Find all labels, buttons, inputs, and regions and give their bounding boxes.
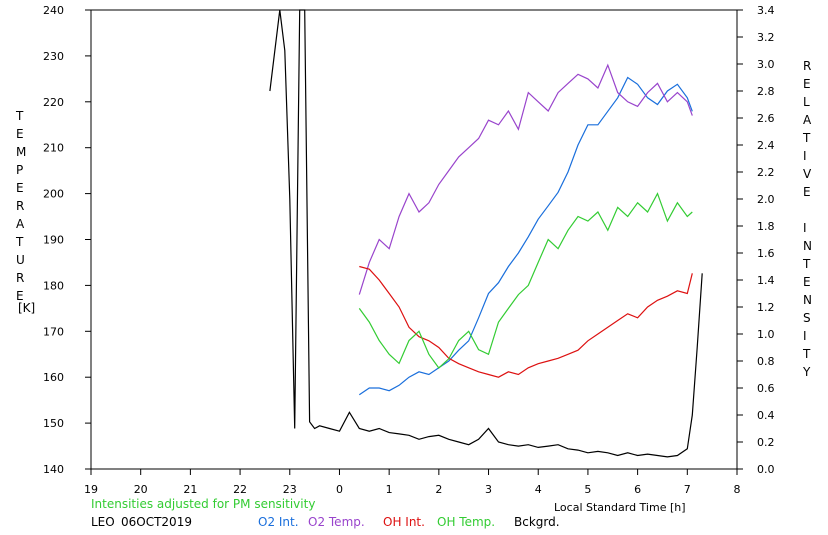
right-axis-letter: S [803,311,811,325]
right-tick-label: 3.2 [757,31,775,44]
left-tick-label: 140 [43,463,64,476]
right-axis-letter: R [803,59,811,73]
right-tick-label: 2.8 [757,85,775,98]
left-axis-letter: E [16,289,24,303]
right-tick-label: 0.8 [757,355,775,368]
x-tick-label: 0 [336,483,343,496]
left-tick-label: 160 [43,371,64,384]
left-axis-letter: T [15,235,24,249]
right-axis-letter: E [803,77,811,91]
x-tick-label: 5 [584,483,591,496]
x-tick-label: 3 [485,483,492,496]
right-axis-letter: V [803,167,812,181]
legend: O2 Int. O2 Temp. OH Int. OH Temp. Bckgrd. [258,515,560,529]
x-tick-label: 20 [134,483,148,496]
left-axis-letter: E [16,181,24,195]
x-tick-label: 21 [183,483,197,496]
series-layer [269,9,703,458]
right-tick-label: 1.8 [757,220,775,233]
left-axis-unit: [K] [18,301,35,315]
left-tick-label: 220 [43,96,64,109]
legend-item: OH Temp. [437,515,495,529]
right-tick-label: 3.0 [757,58,775,71]
left-axis-letter: P [16,163,23,177]
series-bckgrd [269,9,703,458]
station-label: LEO [91,515,115,529]
left-tick-label: 170 [43,325,64,338]
right-axis-ticks: 0.0 0.2 0.4 0.6 0.8 1.0 1.2 1.4 1.6 1.8 2.0 2.2 2.4 2… [737,4,775,476]
left-axis-letter: T [15,109,24,123]
right-tick-label: 2.4 [757,139,775,152]
right-tick-label: 1.6 [757,247,775,260]
date-label: 06OCT2019 [121,515,192,529]
right-tick-label: 0.2 [757,436,775,449]
left-axis-letter: R [16,199,24,213]
right-tick-label: 0.4 [757,409,775,422]
x-tick-label: 6 [634,483,641,496]
right-tick-label: 2.6 [757,112,775,125]
series-oh-int [359,265,693,378]
legend-item: Bckgrd. [514,515,560,529]
legend-item: O2 Int. [258,515,299,529]
x-tick-label: 22 [233,483,247,496]
right-tick-label: 3.4 [757,4,775,17]
left-axis-ticks: 140 150 160 170 180 190 200 210 220 230 240 [43,4,91,476]
x-tick-label: 2 [435,483,442,496]
adjustment-note: Intensities adjusted for PM sensitivity [91,497,315,511]
right-tick-label: 1.4 [757,274,775,287]
x-tick-label: 4 [535,483,542,496]
right-axis-letter: T [802,347,811,361]
left-tick-label: 210 [43,142,64,155]
right-axis-letter: Y [802,365,811,379]
right-tick-label: 1.0 [757,328,775,341]
right-axis-letter: E [803,275,811,289]
right-axis-letter: L [803,95,810,109]
left-tick-label: 180 [43,279,64,292]
right-axis-letter: I [803,149,807,163]
left-axis-letter: U [16,253,25,267]
x-tick-label: 23 [283,483,297,496]
x-tick-label: 7 [684,483,691,496]
left-axis-letter: M [16,145,26,159]
right-tick-label: 1.2 [757,301,775,314]
left-axis-letter: A [16,217,25,231]
right-axis-letter: T [802,131,811,145]
series-o2-temp [358,63,693,295]
right-tick-label: 0.0 [757,463,775,476]
left-tick-label: 230 [43,50,64,63]
right-axis-letter: T [802,257,811,271]
right-axis-letter: I [803,329,807,343]
left-axis-letter: R [16,271,24,285]
series-oh-temp [358,192,693,369]
left-tick-label: 200 [43,188,64,201]
right-tick-label: 2.2 [757,166,775,179]
left-tick-label: 150 [43,417,64,430]
right-tick-label: 0.6 [757,382,775,395]
left-axis-letter: E [16,127,24,141]
right-axis-letter: N [803,239,812,253]
right-tick-label: 2.0 [757,193,775,206]
series-o2-int [358,76,693,396]
legend-item: OH Int. [383,515,425,529]
right-axis-letter: I [803,221,807,235]
left-tick-label: 240 [43,4,64,17]
x-tick-label: 1 [386,483,393,496]
plot-frame [90,9,738,470]
x-axis-label: Local Standard Time [h] [554,501,686,514]
x-tick-label: 19 [84,483,98,496]
right-axis-letter: E [803,185,811,199]
right-axis-letter: N [803,293,812,307]
x-tick-label: 8 [734,483,741,496]
legend-item: O2 Temp. [308,515,365,529]
right-axis-letter: A [803,113,812,127]
left-tick-label: 190 [43,234,64,247]
x-axis-ticks: 19 20 21 22 23 0 1 2 3 4 5 6 7 8 [84,469,741,496]
